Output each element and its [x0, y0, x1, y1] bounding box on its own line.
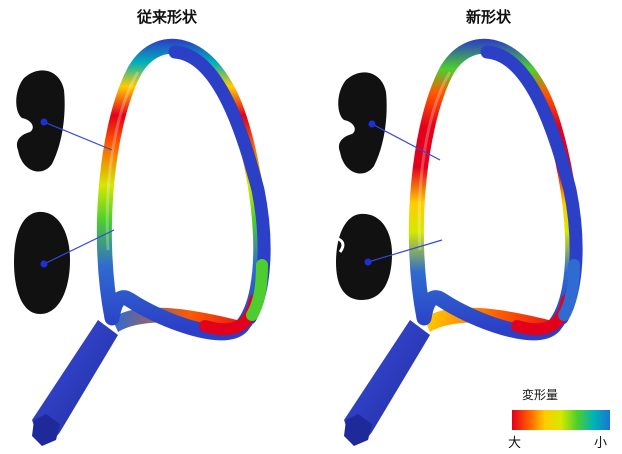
conventional-shape-title: 従来形状 [137, 8, 198, 26]
new-racket [335, 38, 583, 446]
new-hoop-bottom-glow [558, 259, 580, 321]
new-leader-upper [371, 123, 441, 161]
conventional-racket [14, 38, 271, 446]
new-handle-cap [344, 414, 372, 446]
new-handle [344, 320, 430, 441]
legend-title: 変形量 [522, 388, 559, 402]
new-cross-section-lower [336, 213, 392, 300]
conventional-hoop-highlight [105, 71, 140, 251]
legend-color-bar [512, 410, 610, 430]
new-shape-title: 新形状 [466, 8, 512, 26]
conventional-hoop-bottom-glow [246, 259, 268, 321]
new-marker-upper [368, 120, 376, 128]
conventional-marker-upper [40, 118, 48, 126]
conventional-hoop-right [168, 45, 271, 325]
legend-max-label: 大 [508, 436, 522, 451]
new-hoop-highlight [417, 71, 452, 251]
conventional-leader-lower [43, 229, 115, 265]
legend-min-label: 小 [594, 436, 608, 451]
conventional-leader-upper [43, 121, 113, 151]
conventional-handle-cap [32, 414, 60, 446]
new-marker-lower [364, 258, 372, 266]
new-cross-section-upper [338, 72, 387, 174]
new-hoop-right [480, 45, 583, 325]
new-cross-section-lower-notch [335, 236, 345, 253]
conventional-handle [32, 320, 118, 441]
conventional-marker-lower [40, 260, 48, 268]
conventional-cross-section-upper [16, 70, 65, 172]
new-leader-lower [367, 239, 443, 263]
